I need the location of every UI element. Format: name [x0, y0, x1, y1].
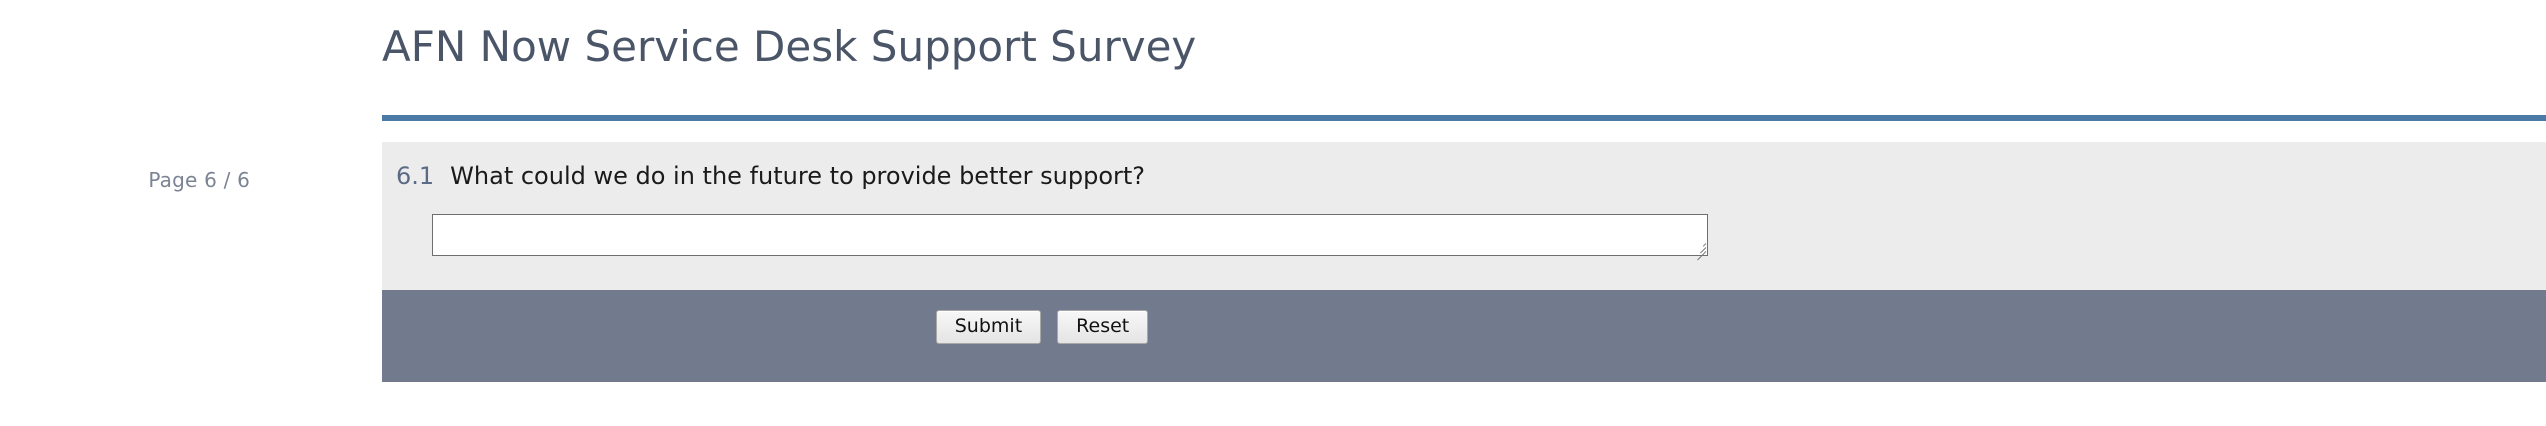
- answer-textarea[interactable]: [432, 214, 1708, 256]
- survey-form: AFN Now Service Desk Support Survey 6.1 …: [382, 0, 2546, 426]
- page-title: AFN Now Service Desk Support Survey: [382, 22, 1197, 71]
- page-indicator: Page 6 / 6: [148, 168, 250, 192]
- question-label: What could we do in the future to provid…: [450, 162, 1146, 190]
- action-button-group: Submit Reset: [382, 310, 1702, 344]
- question-header: 6.1 What could we do in the future to pr…: [396, 162, 1145, 190]
- title-divider: [382, 115, 2546, 121]
- answer-field-wrapper: [432, 214, 1708, 261]
- question-number: 6.1: [396, 162, 435, 190]
- question-panel: 6.1 What could we do in the future to pr…: [382, 142, 2546, 290]
- action-bar: Submit Reset: [382, 290, 2546, 382]
- reset-button[interactable]: Reset: [1057, 310, 1149, 344]
- submit-button[interactable]: Submit: [935, 310, 1042, 344]
